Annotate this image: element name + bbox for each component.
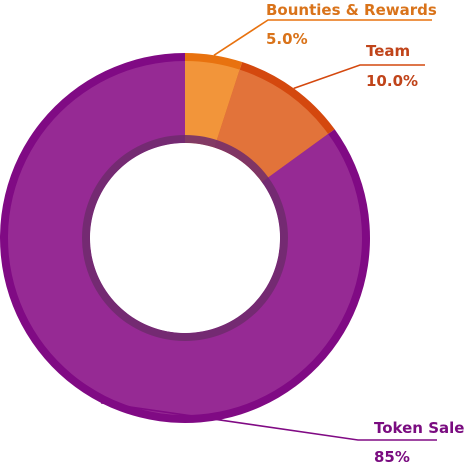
leader-line-token-sale	[100, 402, 437, 441]
slice-token-sale	[8, 61, 363, 415]
donut-hole	[90, 143, 280, 333]
label-token-sale: Token Sale	[374, 419, 464, 437]
callouts-group: Bounties & Rewards 5.0% Team 10.0% Token Sal…	[100, 1, 464, 465]
label-team: Team	[366, 42, 410, 60]
slice-bounties-rewards	[185, 61, 240, 148]
value-label-team: 10.0%	[366, 72, 418, 90]
inner-shadow-ring	[82, 135, 288, 341]
value-label-token-sale: 85%	[374, 448, 410, 465]
leader-line-team	[293, 64, 425, 90]
leader-line-bounties-rewards	[213, 19, 432, 56]
label-bounties-rewards: Bounties & Rewards	[266, 1, 437, 19]
value-label-bounties-rewards: 5.0%	[266, 30, 308, 48]
slices-group	[0, 53, 371, 423]
